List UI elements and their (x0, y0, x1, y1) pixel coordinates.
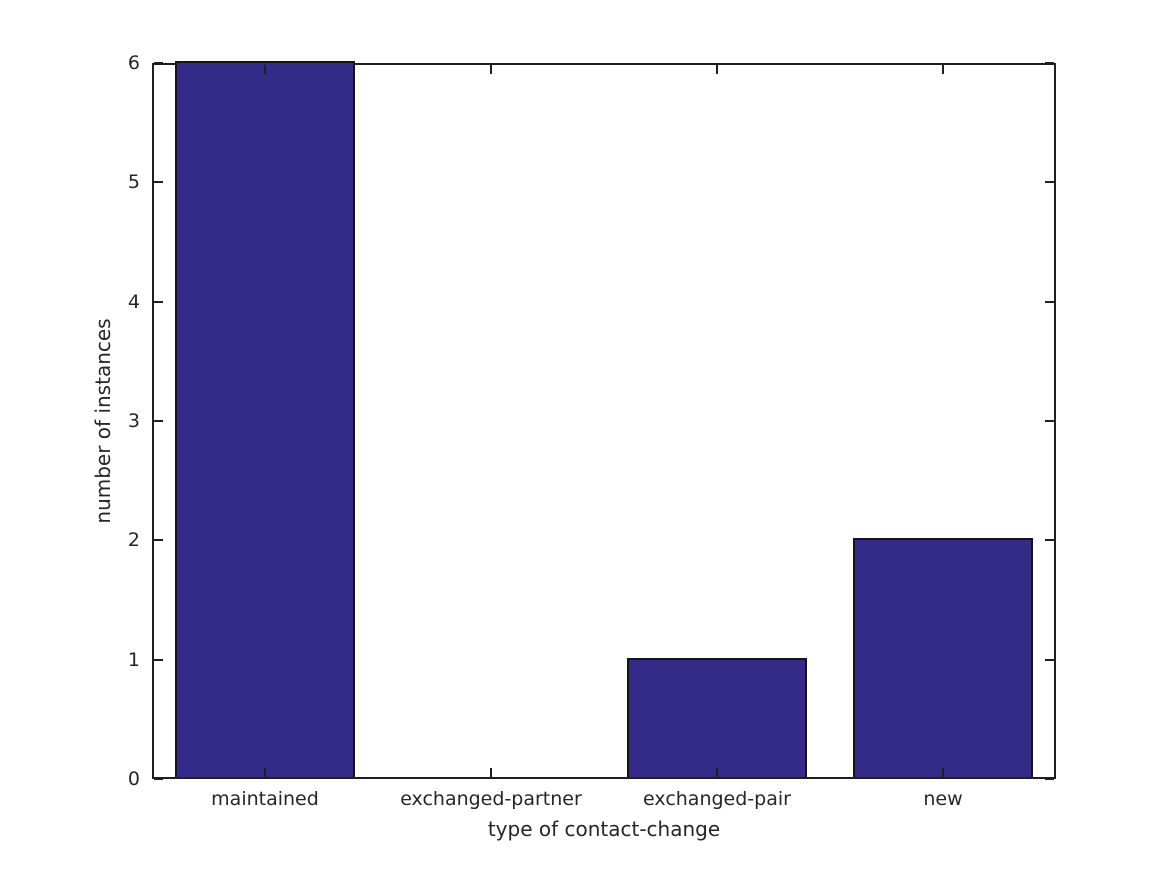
y-tick (1045, 658, 1054, 661)
y-tick-label: 6 (127, 52, 140, 74)
x-tick (490, 768, 492, 777)
x-tick-label-maintained: maintained (211, 788, 319, 810)
x-tick (490, 65, 492, 74)
y-tick (1045, 181, 1054, 184)
y-tick (1045, 300, 1054, 303)
y-tick (154, 539, 163, 542)
y-tick-label: 0 (127, 768, 140, 790)
plot-area (152, 61, 1056, 779)
y-tick-label: 5 (127, 171, 140, 194)
x-tick-label-exchanged-partner: exchanged-partner (400, 788, 582, 810)
x-axis-label: type of contact-change (487, 817, 721, 841)
y-tick (1045, 62, 1054, 64)
y-tick-label: 2 (127, 529, 140, 552)
y-tick-label: 3 (127, 410, 140, 432)
y-tick (154, 62, 163, 64)
y-tick (1045, 778, 1054, 780)
bar-new (852, 538, 1034, 777)
x-tick (264, 65, 266, 74)
y-tick-label: 1 (127, 648, 140, 671)
y-tick (154, 300, 163, 303)
x-tick-label-new: new (923, 788, 963, 810)
y-tick (154, 181, 163, 184)
x-tick (264, 768, 266, 777)
y-tick (154, 420, 163, 422)
y-tick-label: 4 (127, 290, 140, 313)
bar-maintained (174, 61, 356, 777)
x-tick (716, 768, 718, 777)
y-tick (1045, 539, 1054, 542)
y-tick (1045, 420, 1054, 422)
x-tick (942, 65, 944, 74)
y-axis-label: number of instances (91, 318, 115, 524)
x-tick-label-exchanged-pair: exchanged-pair (643, 788, 791, 810)
y-tick (154, 778, 163, 780)
x-tick (942, 768, 944, 777)
x-tick (716, 65, 718, 74)
y-tick (154, 658, 163, 661)
bar-exchanged-pair (626, 657, 808, 777)
